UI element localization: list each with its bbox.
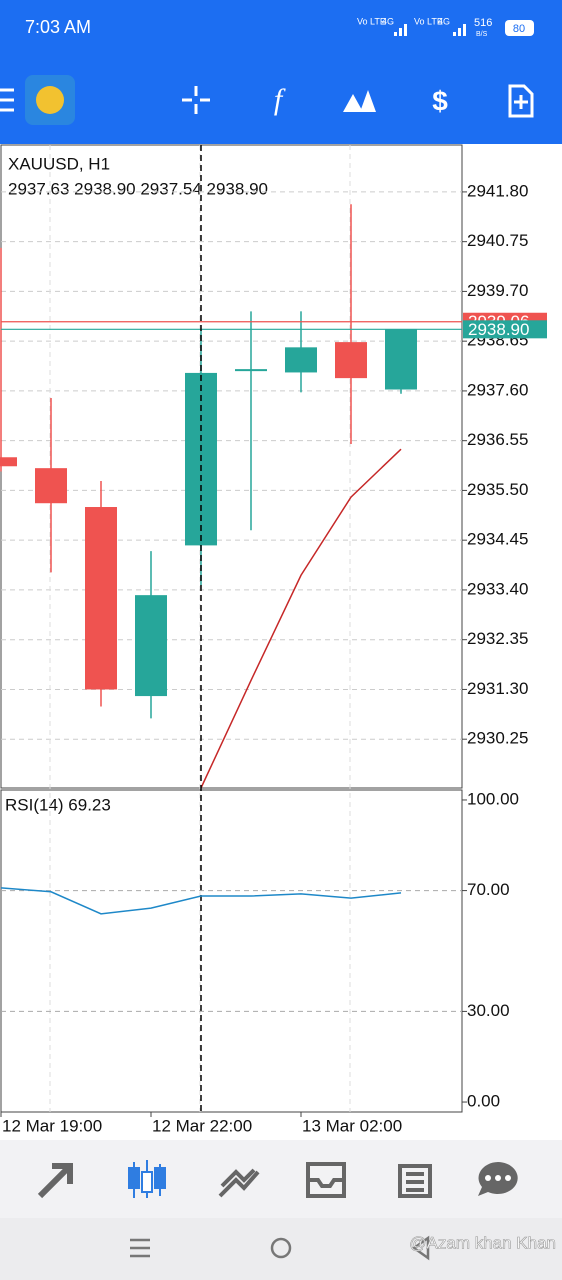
y-tick-label: 2931.30 — [467, 679, 528, 698]
status-time: 7:03 AM — [25, 17, 91, 37]
candle-body — [285, 347, 317, 373]
battery-level: 80 — [513, 23, 525, 35]
objects-tool[interactable] — [343, 90, 376, 112]
dot — [505, 1175, 511, 1181]
nav-quotes[interactable] — [37, 1163, 73, 1199]
price-label-bg — [463, 320, 547, 339]
candle-body — [235, 369, 267, 372]
candle-body — [385, 329, 417, 390]
trade-tool[interactable]: $ — [432, 85, 448, 116]
recents-button[interactable] — [130, 1238, 150, 1258]
x-tick-label: 13 Mar 02:00 — [302, 1116, 402, 1135]
y-tick-label: 2939.70 — [467, 281, 528, 300]
app-icon-mark — [36, 86, 64, 114]
back-button[interactable] — [411, 1235, 430, 1261]
y-tick-label: 70.00 — [467, 880, 510, 899]
dot — [495, 1175, 501, 1181]
battery — [505, 20, 534, 36]
y-tick-label: 100.00 — [467, 789, 519, 808]
x-tick-label: 12 Mar 19:00 — [2, 1116, 102, 1135]
y-tick-label: 2930.25 — [467, 729, 528, 748]
candle-body — [135, 595, 167, 697]
menu-button[interactable] — [0, 88, 14, 112]
candle-body — [0, 457, 17, 467]
moving-average — [200, 448, 402, 789]
crosshair-tool[interactable] — [182, 86, 210, 114]
y-tick-label: 2932.35 — [467, 629, 528, 648]
y-tick-label: 2936.55 — [467, 430, 528, 449]
dot — [485, 1175, 491, 1181]
chart-title: XAUUSD, H1 — [8, 154, 110, 173]
system-nav — [0, 1218, 562, 1280]
nav-history[interactable] — [306, 1162, 346, 1198]
candle-body — [85, 507, 117, 690]
y-tick-label: 2940.75 — [467, 231, 528, 250]
y-tick-label: 2933.40 — [467, 579, 528, 598]
y-tick-label: 2941.80 — [467, 181, 528, 200]
network-label: Vo LTE — [414, 16, 443, 26]
speed: 516 — [474, 17, 492, 29]
watermark: @Azam khan Khan — [409, 1233, 556, 1252]
network-label: 4G — [382, 16, 394, 26]
ohlc-values: 2937.63 2938.90 2937.54 2938.90 — [8, 179, 268, 198]
price-label: 2938.90 — [468, 320, 529, 339]
y-tick-label: 2934.45 — [467, 530, 528, 549]
speed-unit: B/S — [476, 31, 488, 38]
y-tick-label: 2937.60 — [467, 380, 528, 399]
candle-body — [335, 342, 367, 379]
y-tick-label: 30.00 — [467, 1001, 510, 1020]
nav-chart[interactable] — [128, 1160, 166, 1198]
candle-body — [35, 468, 67, 504]
y-tick-label: 0.00 — [467, 1092, 500, 1111]
y-tick-label: 2935.50 — [467, 480, 528, 499]
nav-news[interactable] — [398, 1164, 432, 1198]
signal-bars — [394, 24, 466, 36]
x-tick-label: 12 Mar 22:00 — [152, 1116, 252, 1135]
rsi-title: RSI(14) 69.23 — [5, 795, 111, 814]
network-label: Vo LTE — [357, 16, 386, 26]
header-bg — [0, 0, 562, 144]
rsi-line — [0, 887, 402, 915]
home-button[interactable] — [270, 1237, 292, 1259]
network-label: 4G — [438, 16, 450, 26]
new-order[interactable] — [508, 84, 534, 118]
status-icons: Vo LTE 4G Vo LTE 4G 516 B/S — [357, 16, 492, 37]
bottom-nav — [0, 1140, 562, 1218]
nav-trade[interactable] — [218, 1168, 260, 1198]
rsi-frame — [0, 789, 463, 1113]
